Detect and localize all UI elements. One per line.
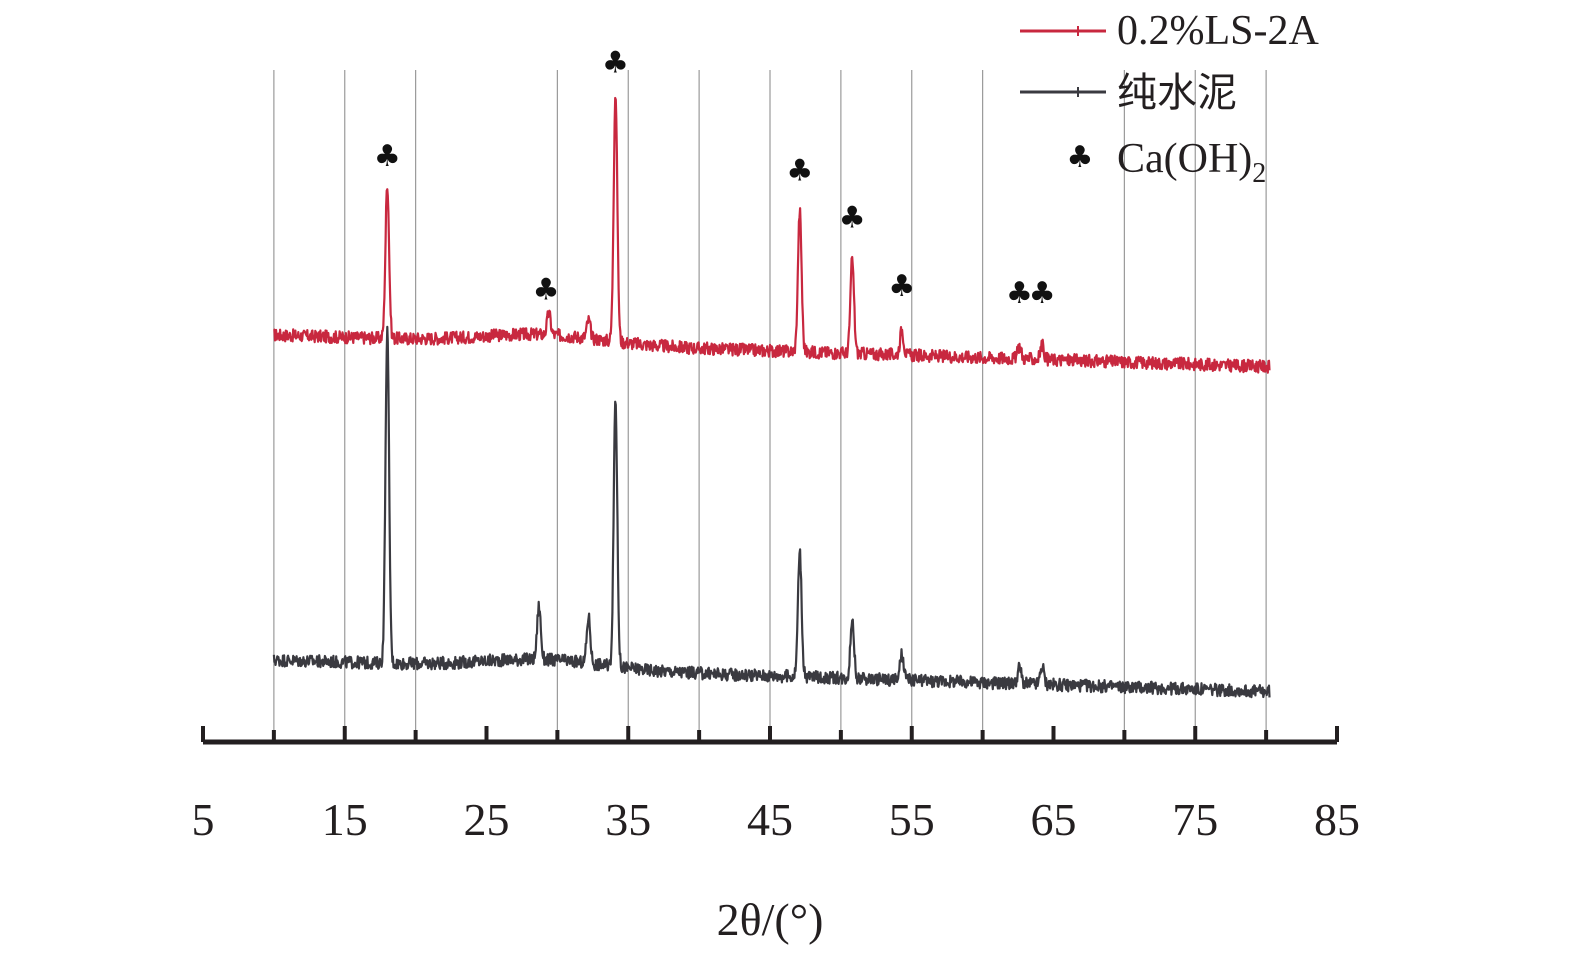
legend-label-0: 0.2%LS-2A (1117, 8, 1319, 54)
legend-label-2: Ca(OH)2 (1117, 136, 1266, 189)
series-line-1 (272, 325, 1271, 699)
caoh2-marker-1: ♣ (533, 272, 560, 307)
caoh2-markers: ♣♣♣♣♣♣ ♣♣ (374, 46, 1056, 311)
x-tick-label-7: 75 (1172, 794, 1218, 845)
caoh2-marker-3: ♣ (786, 154, 813, 189)
x-axis-title: 2θ/(°) (717, 894, 824, 945)
caoh2-marker-4: ♣ (839, 200, 866, 235)
legend-label-2-main: Ca(OH) (1117, 136, 1252, 182)
x-tick-labels: 5 15 25 35 45 55 65 75 85 (192, 794, 1361, 845)
legend-label-2-subscript: 2 (1252, 158, 1266, 189)
x-tick-label-3: 35 (605, 794, 651, 845)
x-tick-label-5: 55 (889, 794, 935, 845)
caoh2-marker-0: ♣ (374, 139, 401, 174)
caoh2-marker-5: ♣ (888, 269, 915, 304)
x-tick-label-1: 15 (322, 794, 368, 845)
series-layer (272, 96, 1271, 699)
legend-item-2: ♣ Ca(OH)2 (1067, 136, 1267, 189)
legend-item-1: 纯水泥 (1020, 70, 1237, 116)
gridlines (273, 70, 1267, 742)
legend: 0.2%LS-2A 纯水泥 ♣ Ca(OH)2 (1020, 8, 1319, 189)
x-axis (201, 726, 1339, 745)
x-tick-label-2: 25 (464, 794, 510, 845)
legend-label-1: 纯水泥 (1117, 70, 1237, 116)
legend-marker-icon: ♣ (1067, 140, 1094, 175)
series-line-0 (273, 96, 1271, 374)
legend-item-0: 0.2%LS-2A (1020, 8, 1319, 54)
x-tick-label-4: 45 (747, 794, 793, 845)
x-tick-label-8: 85 (1314, 794, 1360, 845)
x-tick-label-0: 5 (192, 794, 215, 845)
caoh2-marker-2: ♣ (602, 46, 629, 81)
x-tick-label-6: 65 (1031, 794, 1077, 845)
caoh2-marker-6: ♣ (1006, 276, 1033, 311)
caoh2-marker-7: ♣ (1029, 276, 1056, 311)
